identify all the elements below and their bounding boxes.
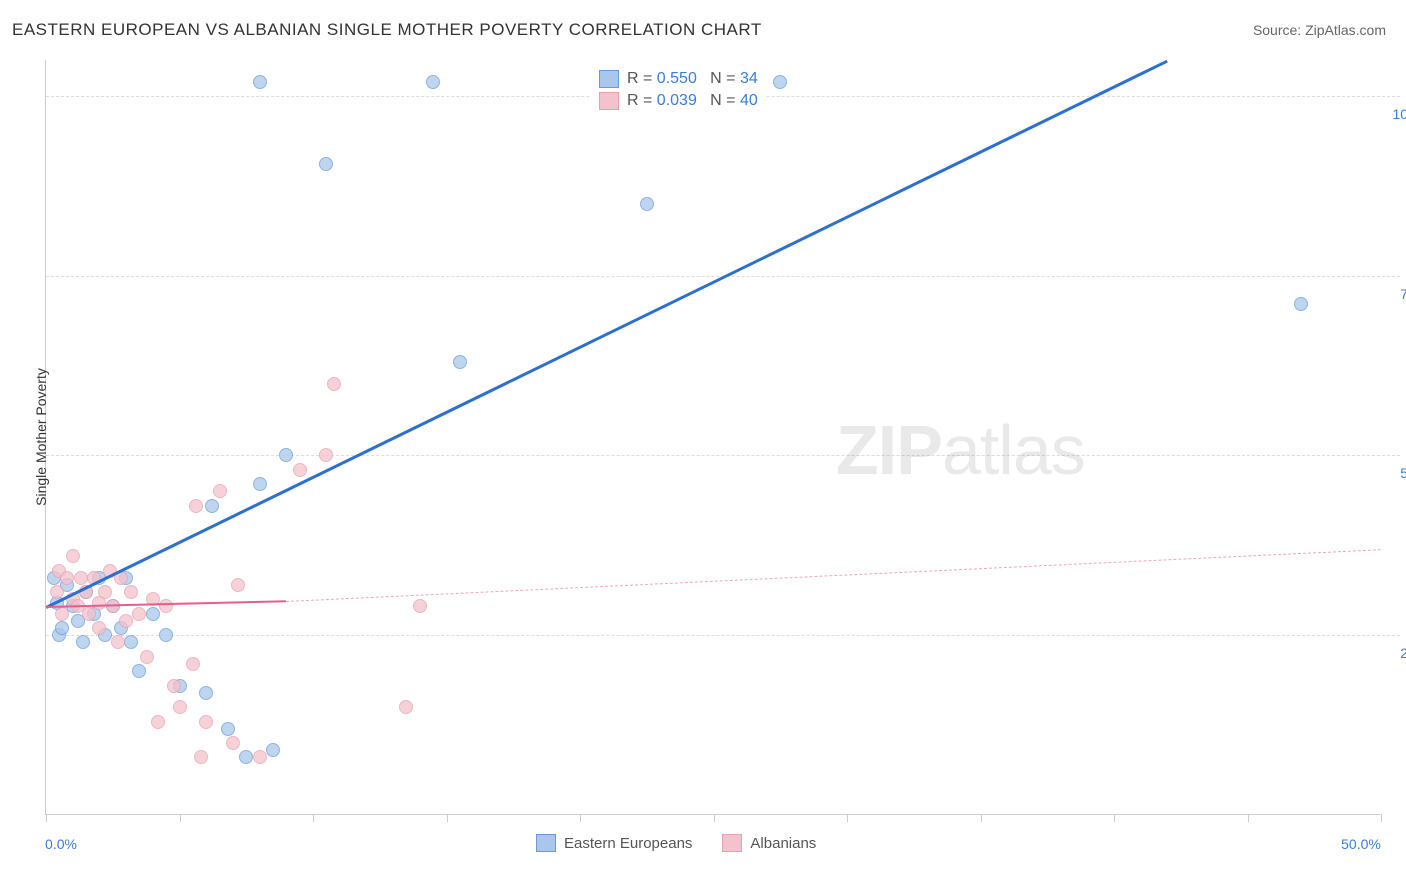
- scatter-point: [124, 585, 138, 599]
- scatter-point: [319, 448, 333, 462]
- scatter-point: [55, 621, 69, 635]
- series-legend-label: Albanians: [750, 835, 816, 852]
- y-tick-label: 100.0%: [1393, 106, 1406, 122]
- scatter-point: [124, 635, 138, 649]
- scatter-point: [253, 750, 267, 764]
- scatter-point: [159, 628, 173, 642]
- scatter-point: [82, 607, 96, 621]
- correlation-legend: R = 0.550 N = 34 R = 0.039 N = 40: [591, 66, 766, 114]
- scatter-point: [173, 700, 187, 714]
- gridline-horizontal: [46, 455, 1400, 456]
- x-tick: [313, 814, 314, 822]
- scatter-point: [66, 549, 80, 563]
- correlation-legend-row: R = 0.550 N = 34: [599, 70, 758, 88]
- scatter-point: [98, 585, 112, 599]
- scatter-point: [231, 578, 245, 592]
- series-legend-item: Eastern Europeans: [536, 834, 692, 852]
- scatter-point: [140, 650, 154, 664]
- scatter-plot-area: Single Mother Poverty 25.0%50.0%75.0%100…: [45, 60, 1380, 815]
- x-tick: [847, 814, 848, 822]
- scatter-point: [213, 484, 227, 498]
- trend-line: [45, 60, 1167, 609]
- series-legend: Eastern Europeans Albanians: [536, 834, 816, 852]
- x-tick-label: 0.0%: [45, 836, 77, 852]
- scatter-point: [253, 477, 267, 491]
- scatter-point: [119, 614, 133, 628]
- scatter-point: [146, 607, 160, 621]
- scatter-point: [773, 75, 787, 89]
- scatter-point: [640, 197, 654, 211]
- watermark: ZIPatlas: [836, 410, 1085, 490]
- scatter-point: [327, 377, 341, 391]
- legend-swatch: [599, 92, 619, 110]
- scatter-point: [76, 635, 90, 649]
- scatter-point: [279, 448, 293, 462]
- scatter-point: [199, 715, 213, 729]
- scatter-point: [253, 75, 267, 89]
- x-tick: [180, 814, 181, 822]
- scatter-point: [199, 686, 213, 700]
- chart-title: EASTERN EUROPEAN VS ALBANIAN SINGLE MOTH…: [12, 20, 762, 40]
- scatter-point: [111, 635, 125, 649]
- y-tick-label: 50.0%: [1400, 465, 1406, 481]
- x-tick: [1248, 814, 1249, 822]
- scatter-point: [399, 700, 413, 714]
- gridline-horizontal: [46, 635, 1400, 636]
- scatter-point: [167, 679, 181, 693]
- series-legend-label: Eastern Europeans: [564, 835, 692, 852]
- scatter-point: [74, 571, 88, 585]
- scatter-point: [189, 499, 203, 513]
- scatter-point: [226, 736, 240, 750]
- source-credit: Source: ZipAtlas.com: [1253, 22, 1386, 38]
- scatter-point: [426, 75, 440, 89]
- x-tick: [447, 814, 448, 822]
- scatter-point: [319, 157, 333, 171]
- scatter-point: [151, 715, 165, 729]
- legend-swatch: [536, 834, 556, 852]
- legend-swatch: [722, 834, 742, 852]
- scatter-point: [205, 499, 219, 513]
- correlation-legend-row: R = 0.039 N = 40: [599, 92, 758, 110]
- scatter-point: [221, 722, 235, 736]
- scatter-point: [239, 750, 253, 764]
- x-tick-label: 50.0%: [1341, 836, 1381, 852]
- scatter-point: [132, 664, 146, 678]
- x-tick: [1381, 814, 1382, 822]
- scatter-point: [266, 743, 280, 757]
- scatter-point: [92, 621, 106, 635]
- series-legend-item: Albanians: [722, 834, 816, 852]
- scatter-point: [60, 571, 74, 585]
- scatter-point: [293, 463, 307, 477]
- scatter-point: [453, 355, 467, 369]
- scatter-point: [55, 607, 69, 621]
- scatter-point: [413, 599, 427, 613]
- legend-r-label: R = 0.550 N = 34: [627, 70, 758, 88]
- x-tick: [1114, 814, 1115, 822]
- y-tick-label: 75.0%: [1400, 286, 1406, 302]
- x-tick: [714, 814, 715, 822]
- scatter-point: [132, 607, 146, 621]
- scatter-point: [194, 750, 208, 764]
- trend-line-dashed: [286, 549, 1381, 602]
- x-tick: [981, 814, 982, 822]
- x-tick: [580, 814, 581, 822]
- x-tick: [46, 814, 47, 822]
- legend-r-label: R = 0.039 N = 40: [627, 92, 758, 110]
- y-tick-label: 25.0%: [1400, 645, 1406, 661]
- scatter-point: [159, 599, 173, 613]
- y-axis-label: Single Mother Poverty: [33, 368, 49, 506]
- scatter-point: [1294, 297, 1308, 311]
- scatter-point: [186, 657, 200, 671]
- legend-swatch: [599, 70, 619, 88]
